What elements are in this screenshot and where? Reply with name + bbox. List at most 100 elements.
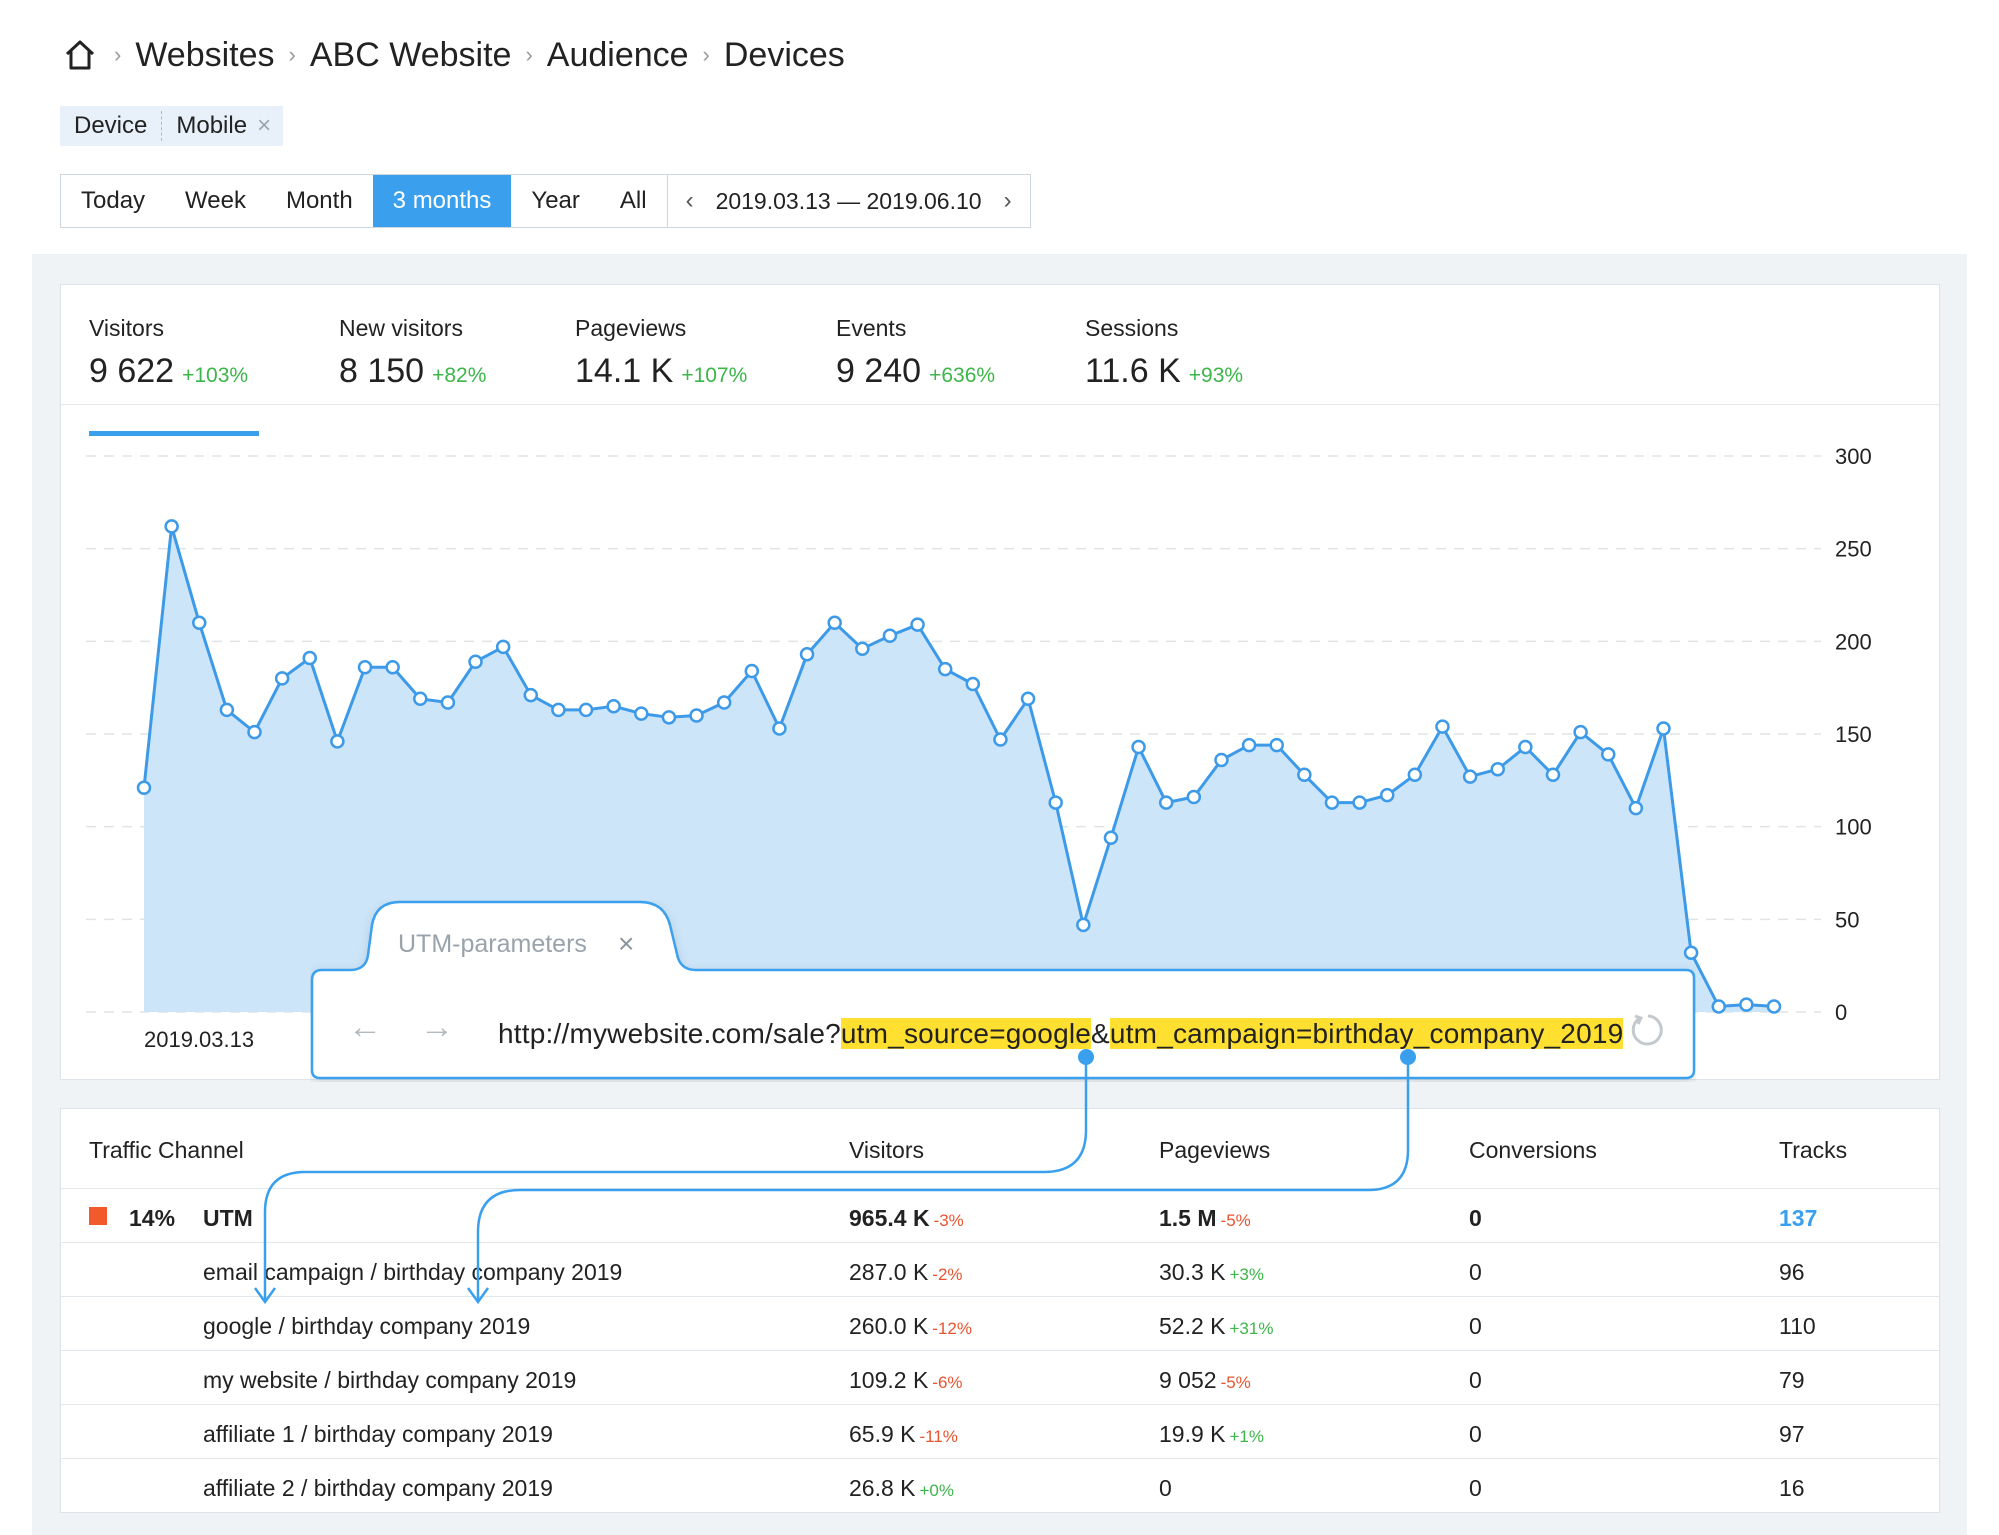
data-point[interactable] <box>274 671 290 686</box>
data-point[interactable] <box>1241 737 1257 753</box>
data-point[interactable] <box>468 654 483 669</box>
data-point[interactable] <box>1628 800 1644 816</box>
data-point[interactable] <box>1711 999 1726 1014</box>
data-point[interactable] <box>910 617 925 632</box>
data-point[interactable] <box>827 615 842 631</box>
data-point[interactable] <box>192 615 207 631</box>
chevron-left-icon[interactable]: ‹ <box>685 187 694 214</box>
table-row[interactable]: affiliate 1 / birthday company 2019 65.9 … <box>61 1405 1939 1459</box>
data-point[interactable] <box>1656 721 1671 736</box>
close-icon[interactable]: × <box>257 112 272 139</box>
metric-new-visitors[interactable]: New visitors 8 150 +82% <box>339 315 486 391</box>
data-point[interactable] <box>1352 795 1367 810</box>
data-point[interactable] <box>1103 830 1119 846</box>
metric-sessions[interactable]: Sessions 11.6 K +93% <box>1085 315 1243 391</box>
data-point[interactable] <box>1518 739 1533 755</box>
forward-arrow-icon[interactable]: → <box>420 1008 454 1046</box>
column-header-visitors[interactable]: Visitors <box>849 1137 924 1163</box>
table-row[interactable]: google / birthday company 2019 260.0 K -12… <box>61 1297 1939 1351</box>
data-point[interactable] <box>716 695 732 710</box>
data-point[interactable] <box>1545 767 1561 783</box>
data-point[interactable] <box>1269 737 1284 753</box>
back-arrow-icon[interactable]: ← <box>348 1008 382 1046</box>
data-point[interactable] <box>1048 795 1063 810</box>
breadcrumb-website[interactable]: ABC Website <box>309 35 512 74</box>
data-point[interactable] <box>1435 719 1450 734</box>
metric-pageviews[interactable]: Pageviews 14.1 K +107% <box>575 315 747 391</box>
data-point[interactable] <box>1076 917 1091 933</box>
data-point[interactable] <box>744 663 760 679</box>
period-month[interactable]: Month <box>285 187 353 214</box>
data-point[interactable] <box>1214 752 1229 768</box>
data-point[interactable] <box>1186 789 1202 805</box>
period-today[interactable]: Today <box>81 187 146 214</box>
breadcrumb-audience[interactable]: Audience <box>546 35 689 74</box>
period-year[interactable]: Year <box>531 187 580 214</box>
data-point[interactable] <box>385 660 400 675</box>
data-point[interactable] <box>1573 724 1588 740</box>
data-point[interactable] <box>495 639 511 655</box>
data-point[interactable] <box>1683 945 1699 960</box>
column-header-conversions[interactable]: Conversions <box>1469 1137 1597 1163</box>
data-point[interactable] <box>330 734 345 749</box>
table-row-summary[interactable]: 14% UTM 965.4 K -3% 1.5 M -5% 0 137 <box>61 1189 1939 1243</box>
column-header-channel[interactable]: Traffic Channel <box>89 1137 244 1163</box>
utm-tab-label[interactable]: UTM-parameters <box>398 930 587 958</box>
data-point[interactable] <box>357 660 373 675</box>
column-header-pageviews[interactable]: Pageviews <box>1159 1137 1271 1163</box>
data-point[interactable] <box>634 706 649 721</box>
data-point[interactable] <box>965 676 981 692</box>
y-tick-label: 200 <box>1835 629 1872 654</box>
data-point[interactable] <box>136 780 152 795</box>
metric-events[interactable]: Events 9 240 +636% <box>836 315 995 391</box>
data-point[interactable] <box>1490 761 1505 777</box>
url-bar[interactable]: http://mywebsite.com/sale?utm_source=goo… <box>498 1018 1624 1050</box>
data-point[interactable] <box>689 708 704 723</box>
home-icon[interactable] <box>60 35 100 75</box>
data-point[interactable] <box>440 695 456 710</box>
period-3-months[interactable]: 3 months <box>372 175 512 227</box>
data-point[interactable] <box>1297 767 1312 783</box>
tracks-value: 110 <box>1779 1313 1816 1339</box>
date-range-label[interactable]: 2019.03.13 — 2019.06.10 <box>715 187 982 214</box>
data-point[interactable] <box>551 702 566 718</box>
data-point[interactable] <box>661 710 677 725</box>
data-point[interactable] <box>993 732 1008 747</box>
period-all[interactable]: All <box>619 187 647 214</box>
data-point[interactable] <box>1600 747 1616 762</box>
data-point[interactable] <box>1766 999 1782 1014</box>
data-point[interactable] <box>413 691 428 707</box>
data-point[interactable] <box>606 698 621 714</box>
data-point[interactable] <box>247 724 262 740</box>
chevron-right-icon[interactable]: › <box>1003 187 1012 214</box>
table-row[interactable]: my website / birthday company 2019 109.2 … <box>61 1351 1939 1405</box>
breadcrumb-websites[interactable]: Websites <box>135 35 275 74</box>
table-row[interactable]: email campaign / birthday company 2019 28… <box>61 1243 1939 1297</box>
data-point[interactable] <box>1407 767 1423 783</box>
table-row[interactable]: affiliate 2 / birthday company 2019 26.8 … <box>61 1459 1939 1513</box>
data-point[interactable] <box>1739 997 1754 1012</box>
data-point[interactable] <box>1379 787 1395 803</box>
pageviews-change: -5% <box>1220 1211 1251 1230</box>
data-point[interactable] <box>1324 795 1340 810</box>
data-point[interactable] <box>855 641 870 656</box>
data-point[interactable] <box>772 721 787 736</box>
data-point[interactable] <box>578 702 594 718</box>
data-point[interactable] <box>523 687 539 703</box>
data-point[interactable] <box>302 650 318 666</box>
data-point[interactable] <box>799 647 815 662</box>
data-point[interactable] <box>164 519 179 534</box>
data-point[interactable] <box>1131 739 1146 755</box>
column-header-tracks[interactable]: Tracks <box>1779 1137 1848 1163</box>
data-point[interactable] <box>219 702 235 718</box>
refresh-icon[interactable] <box>1630 1012 1666 1048</box>
metric-visitors[interactable]: Visitors 9 622 +103% <box>89 315 259 436</box>
data-point[interactable] <box>1020 691 1036 707</box>
data-point[interactable] <box>1158 795 1174 810</box>
data-point[interactable] <box>882 628 898 644</box>
close-icon[interactable]: × <box>618 928 635 959</box>
data-point[interactable] <box>937 661 953 677</box>
tracks-link[interactable]: 137 <box>1779 1205 1818 1231</box>
data-point[interactable] <box>1462 769 1478 784</box>
period-week[interactable]: Week <box>185 187 246 214</box>
